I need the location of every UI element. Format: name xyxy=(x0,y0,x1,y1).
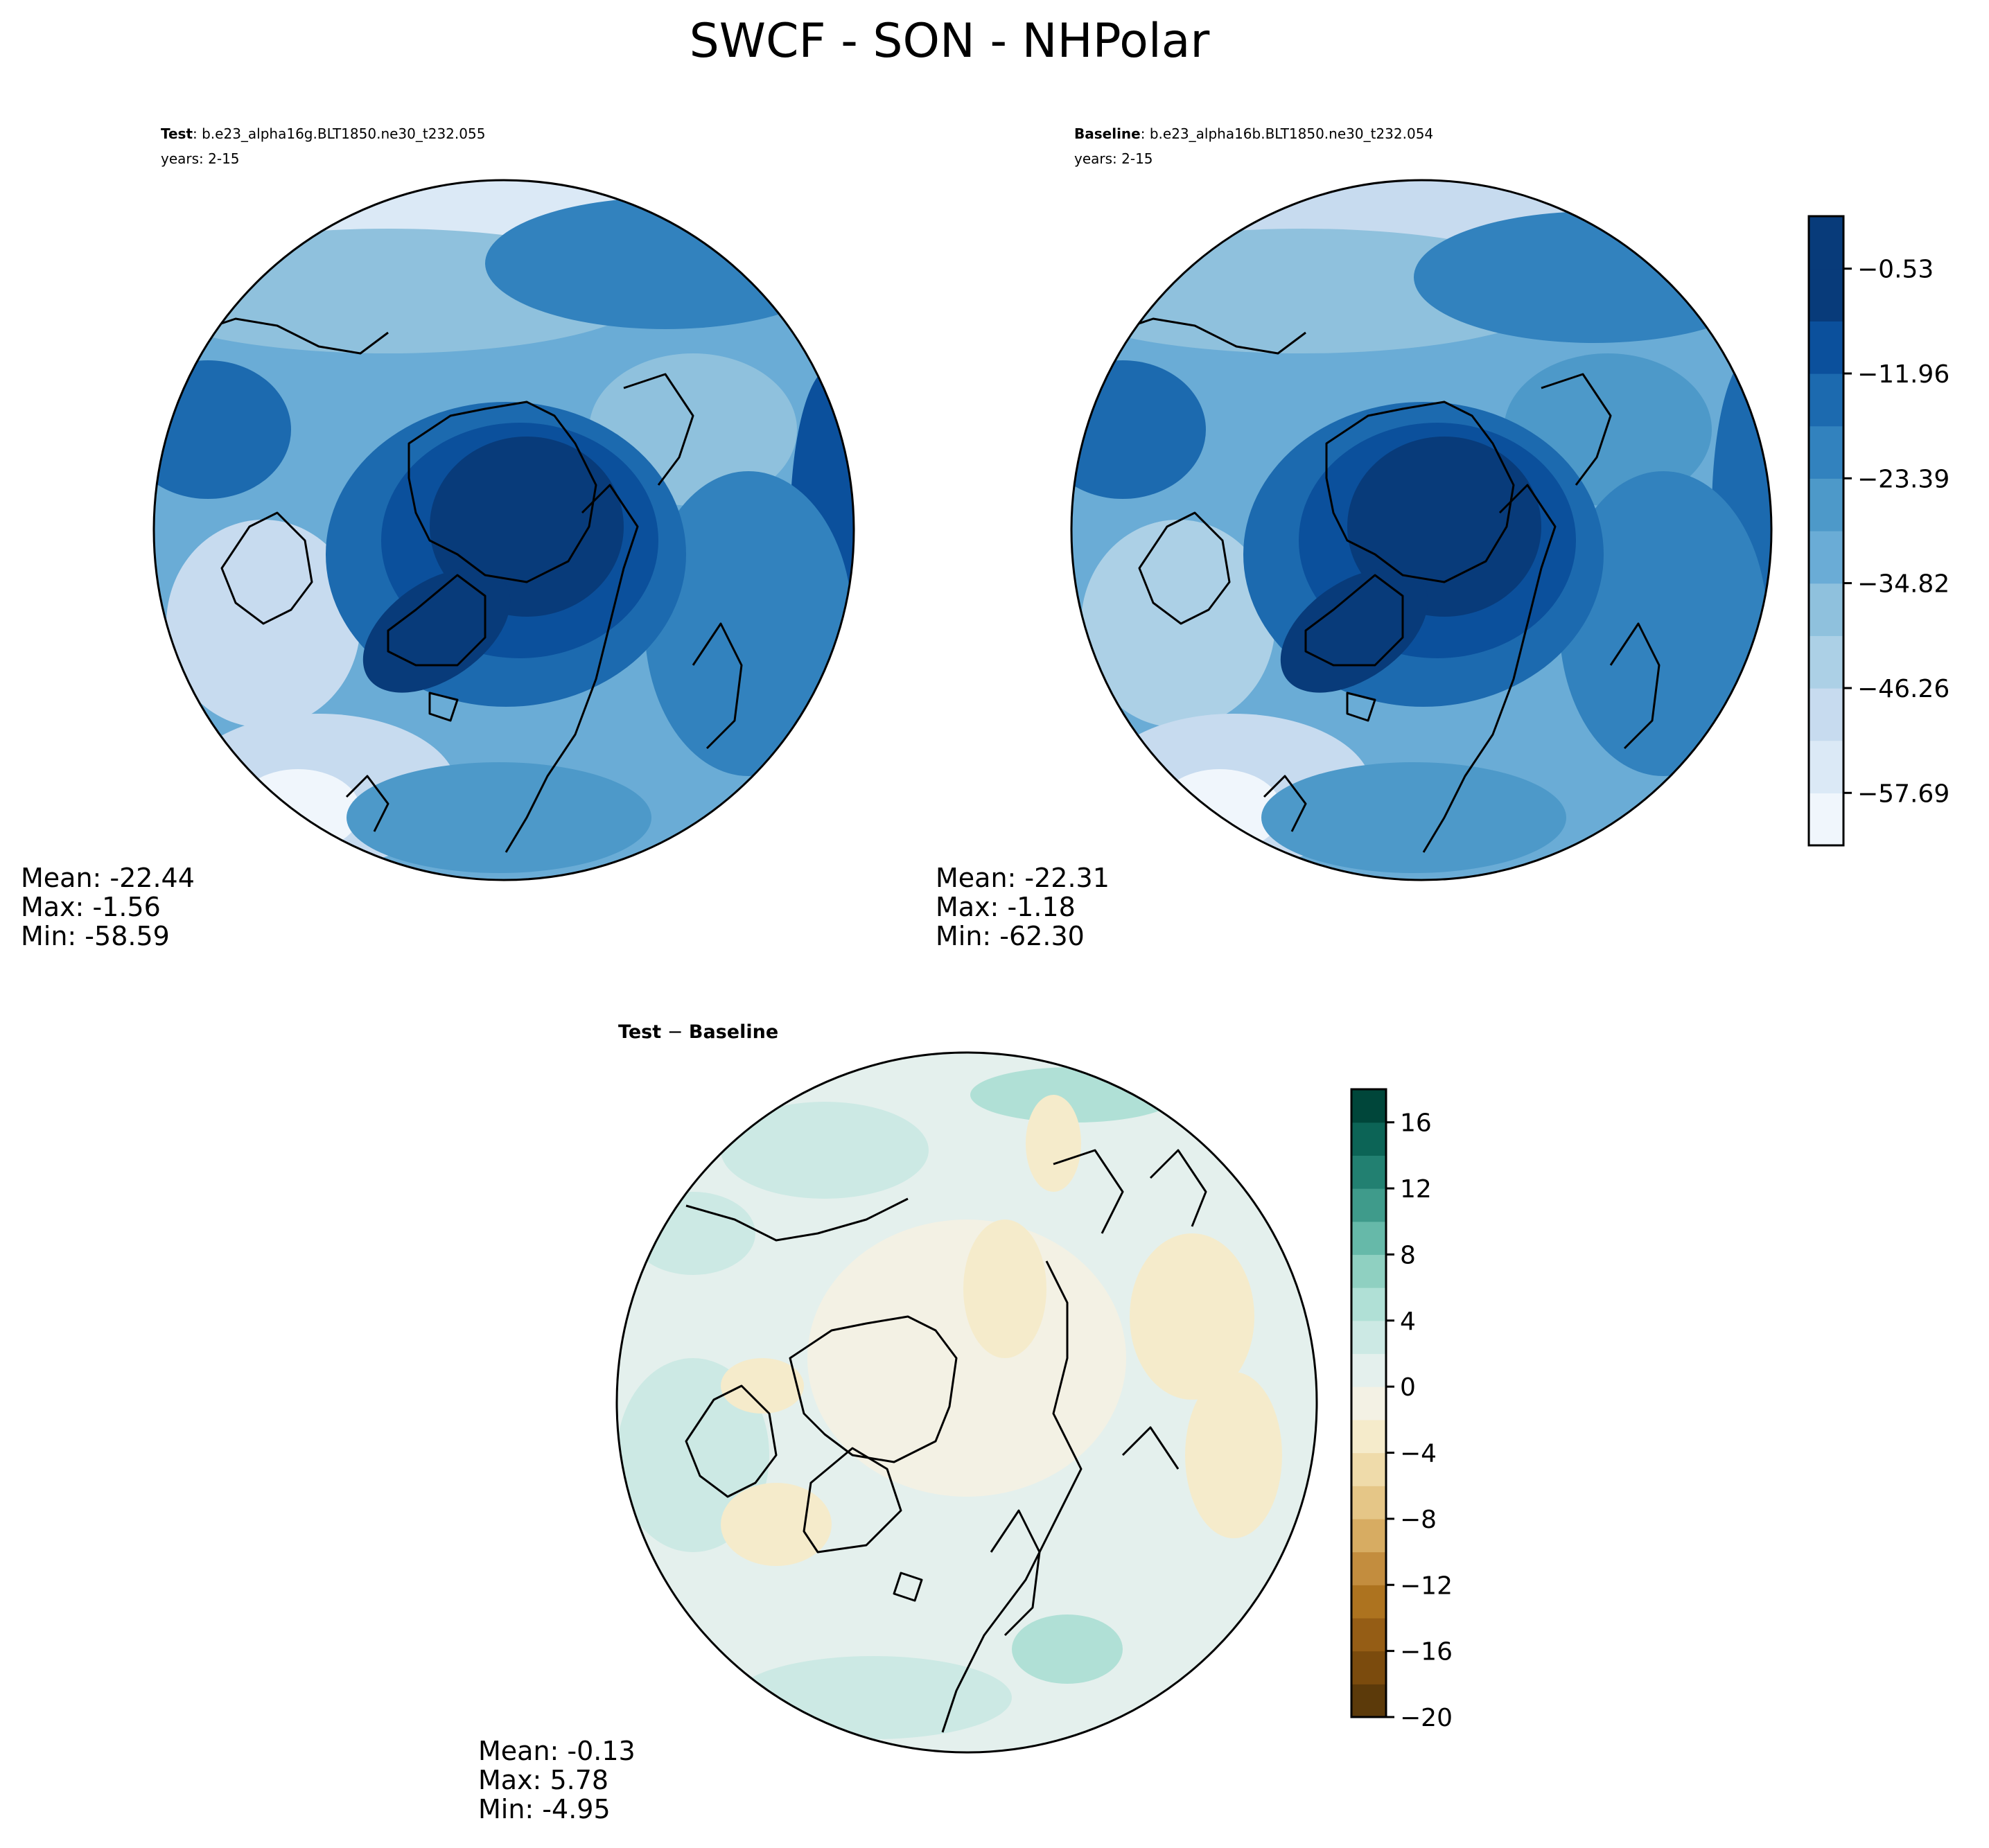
brbg-colorbar-tick-label: −12 xyxy=(1400,1572,1453,1600)
blues-colorbar-swatch xyxy=(1809,740,1843,793)
brbg-colorbar-swatch xyxy=(1351,1221,1386,1256)
brbg-colorbar-swatch xyxy=(1351,1518,1386,1553)
brbg-colorbar-swatch xyxy=(1351,1320,1386,1355)
brbg-colorbar-swatch xyxy=(1351,1551,1386,1585)
brbg-colorbar-swatch xyxy=(1351,1155,1386,1189)
test-years: years: 2-15 xyxy=(161,150,240,167)
brbg-colorbar-swatch xyxy=(1351,1651,1386,1684)
diff-title: Test − Baseline xyxy=(618,1021,778,1043)
test-case-name: : b.e23_alpha16g.BLT1850.ne30_t232.055 xyxy=(193,125,485,142)
brbg-colorbar-swatch xyxy=(1351,1419,1386,1454)
diff-max: Max: 5.78 xyxy=(478,1765,608,1795)
blues-colorbar-swatch xyxy=(1809,425,1843,479)
baseline-case-name: : b.e23_alpha16b.BLT1850.ne30_t232.054 xyxy=(1141,125,1433,142)
blues-colorbar-tick-label: −11.96 xyxy=(1857,360,1949,389)
test-panel: Test: b.e23_alpha16g.BLT1850.ne30_t232.0… xyxy=(21,125,855,951)
test-mean: Mean: -22.44 xyxy=(21,863,195,893)
blues-colorbar-tick-label: −34.82 xyxy=(1857,570,1949,599)
blues-colorbar-swatch xyxy=(1809,373,1843,427)
brbg-colorbar-swatch xyxy=(1351,1452,1386,1486)
diff-coastlines xyxy=(685,1149,1207,1733)
brbg-colorbar-tick-label: 8 xyxy=(1400,1241,1416,1269)
baseline-label: Baseline xyxy=(1074,125,1141,142)
brbg-colorbar-swatch xyxy=(1351,1254,1386,1288)
test-map xyxy=(154,180,854,880)
brbg-colorbar-swatch xyxy=(1351,1353,1386,1387)
brbg-colorbar-swatch xyxy=(1351,1387,1386,1420)
blues-colorbar-swatch xyxy=(1809,688,1843,741)
brbg-colorbar-tick-label: −8 xyxy=(1400,1506,1437,1534)
diff-panel: Test − Baseline xyxy=(478,1021,1318,1824)
brbg-colorbar-swatch xyxy=(1351,1287,1386,1321)
test-max: Max: -1.56 xyxy=(21,892,161,922)
test-label: Test xyxy=(161,125,193,142)
diff-map xyxy=(617,1053,1317,1752)
blues-colorbar-swatch xyxy=(1809,531,1843,584)
figure-title: SWCF - SON - NHPolar xyxy=(690,14,1210,69)
brbg-colorbar-swatch xyxy=(1351,1585,1386,1619)
brbg-colorbar-swatch xyxy=(1351,1684,1386,1718)
brbg-colorbar-tick-label: −4 xyxy=(1400,1440,1437,1468)
blues-colorbar-swatch xyxy=(1809,321,1843,374)
blues-colorbar-tick-label: −23.39 xyxy=(1857,465,1949,493)
baseline-max: Max: -1.18 xyxy=(936,892,1076,922)
blues-colorbar-swatch xyxy=(1809,478,1843,531)
diff-mean: Mean: -0.13 xyxy=(478,1736,636,1766)
test-coastlines xyxy=(193,255,805,853)
brbg-colorbar-tick-label: −16 xyxy=(1400,1638,1453,1666)
test-min: Min: -58.59 xyxy=(21,921,170,951)
baseline-coastlines xyxy=(1111,255,1723,853)
blues-colorbar-swatch xyxy=(1809,793,1843,846)
blues-colorbar-swatch xyxy=(1809,268,1843,322)
blues-colorbar-tick-label: −46.26 xyxy=(1857,675,1949,703)
baseline-mean: Mean: -22.31 xyxy=(936,863,1110,893)
baseline-years: years: 2-15 xyxy=(1074,150,1153,167)
brbg-colorbar-tick-label: 4 xyxy=(1400,1308,1416,1336)
blues-colorbar-swatch xyxy=(1809,216,1843,270)
diff-colorbar: 16 12 8 4 0 −4 −8 −12 −16 −20 xyxy=(1350,1088,1453,1732)
brbg-colorbar-tick-label: 0 xyxy=(1400,1373,1416,1402)
test-panel-header: Test: b.e23_alpha16g.BLT1850.ne30_t232.0… xyxy=(161,125,485,142)
brbg-colorbar-tick-label: 16 xyxy=(1400,1109,1432,1138)
baseline-min: Min: -62.30 xyxy=(936,921,1085,951)
baseline-panel-header: Baseline: b.e23_alpha16b.BLT1850.ne30_t2… xyxy=(1074,125,1433,142)
blues-colorbar-tick-label: −57.69 xyxy=(1857,780,1949,808)
baseline-map xyxy=(1071,180,1771,880)
brbg-colorbar-swatch xyxy=(1351,1617,1386,1652)
brbg-colorbar-swatch xyxy=(1351,1188,1386,1222)
baseline-panel: Baseline: b.e23_alpha16b.BLT1850.ne30_t2… xyxy=(936,125,1773,951)
blues-colorbar-tick-label: −0.53 xyxy=(1857,256,1934,284)
blues-colorbar-swatch xyxy=(1809,583,1843,636)
brbg-colorbar-swatch xyxy=(1351,1089,1386,1123)
blues-colorbar-swatch xyxy=(1809,635,1843,689)
brbg-colorbar-tick-label: −20 xyxy=(1400,1704,1453,1732)
brbg-colorbar-swatch xyxy=(1351,1122,1386,1156)
diff-min: Min: -4.95 xyxy=(478,1794,611,1824)
brbg-colorbar-tick-label: 12 xyxy=(1400,1175,1432,1204)
brbg-colorbar-swatch xyxy=(1351,1486,1386,1520)
test-baseline-colorbar: −0.53 −11.96 −23.39 −34.82 −46.26 −57.69 xyxy=(1807,215,1949,847)
